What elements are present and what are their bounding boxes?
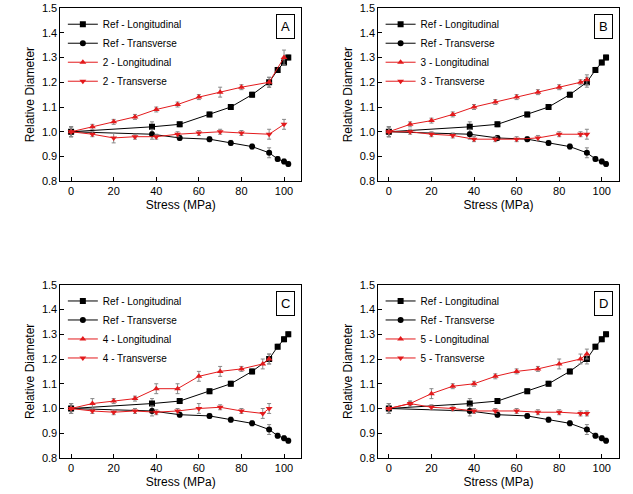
svg-text:1.1: 1.1 bbox=[42, 378, 57, 390]
svg-text:80: 80 bbox=[553, 462, 565, 474]
svg-text:Ref - Longitudinal: Ref - Longitudinal bbox=[421, 19, 499, 30]
svg-text:0.8: 0.8 bbox=[42, 452, 57, 464]
svg-text:100: 100 bbox=[593, 185, 611, 197]
svg-text:1.1: 1.1 bbox=[360, 101, 375, 113]
svg-text:Ref - Transverse: Ref - Transverse bbox=[421, 38, 495, 49]
svg-text:5 - Transverse: 5 - Transverse bbox=[421, 353, 485, 364]
svg-text:Ref - Longitudinal: Ref - Longitudinal bbox=[421, 296, 499, 307]
svg-text:Ref - Transverse: Ref - Transverse bbox=[103, 38, 177, 49]
svg-text:0.9: 0.9 bbox=[42, 427, 57, 439]
svg-text:100: 100 bbox=[593, 462, 611, 474]
svg-text:Relative Diameter: Relative Diameter bbox=[23, 324, 37, 419]
svg-text:1.2: 1.2 bbox=[360, 76, 375, 88]
svg-text:Ref - Transverse: Ref - Transverse bbox=[103, 315, 177, 326]
svg-text:Stress (MPa): Stress (MPa) bbox=[146, 475, 216, 489]
svg-text:1.5: 1.5 bbox=[360, 2, 375, 14]
svg-text:60: 60 bbox=[193, 185, 205, 197]
svg-text:60: 60 bbox=[193, 462, 205, 474]
svg-text:5 - Longitudinal: 5 - Longitudinal bbox=[421, 334, 489, 345]
svg-text:1.2: 1.2 bbox=[360, 353, 375, 365]
svg-text:0.9: 0.9 bbox=[360, 150, 375, 162]
svg-text:1.4: 1.4 bbox=[360, 303, 375, 315]
svg-text:100: 100 bbox=[275, 185, 293, 197]
svg-text:0: 0 bbox=[386, 462, 392, 474]
svg-text:1.3: 1.3 bbox=[42, 51, 57, 63]
svg-text:40: 40 bbox=[468, 462, 480, 474]
svg-text:Ref - Longitudinal: Ref - Longitudinal bbox=[103, 19, 181, 30]
svg-text:0.8: 0.8 bbox=[42, 175, 57, 187]
svg-text:0.9: 0.9 bbox=[360, 427, 375, 439]
svg-text:Relative Diameter: Relative Diameter bbox=[341, 47, 355, 142]
svg-text:1.4: 1.4 bbox=[42, 27, 57, 39]
svg-text:Ref - Longitudinal: Ref - Longitudinal bbox=[103, 296, 181, 307]
svg-text:A: A bbox=[281, 19, 290, 34]
svg-text:100: 100 bbox=[275, 462, 293, 474]
svg-text:0: 0 bbox=[68, 462, 74, 474]
svg-text:Relative Diameter: Relative Diameter bbox=[23, 47, 37, 142]
svg-text:0: 0 bbox=[386, 185, 392, 197]
svg-text:Stress (MPa): Stress (MPa) bbox=[464, 198, 534, 212]
svg-text:0.8: 0.8 bbox=[360, 452, 375, 464]
svg-text:1.2: 1.2 bbox=[42, 353, 57, 365]
svg-text:60: 60 bbox=[510, 185, 522, 197]
svg-text:1.1: 1.1 bbox=[360, 378, 375, 390]
svg-text:20: 20 bbox=[108, 185, 120, 197]
svg-text:1.5: 1.5 bbox=[42, 2, 57, 14]
svg-text:C: C bbox=[281, 296, 290, 311]
svg-text:1.5: 1.5 bbox=[360, 279, 375, 291]
svg-text:Stress (MPa): Stress (MPa) bbox=[464, 475, 534, 489]
svg-text:1.2: 1.2 bbox=[42, 76, 57, 88]
svg-text:1.0: 1.0 bbox=[360, 126, 375, 138]
svg-text:80: 80 bbox=[553, 185, 565, 197]
svg-text:Stress (MPa): Stress (MPa) bbox=[146, 198, 216, 212]
svg-text:1.0: 1.0 bbox=[360, 402, 375, 414]
svg-text:Relative Diameter: Relative Diameter bbox=[341, 324, 355, 419]
svg-text:3 - Longitudinal: 3 - Longitudinal bbox=[421, 57, 489, 68]
svg-text:3 - Transverse: 3 - Transverse bbox=[421, 76, 485, 87]
svg-text:2 - Transverse: 2 - Transverse bbox=[103, 76, 167, 87]
svg-text:20: 20 bbox=[425, 462, 437, 474]
svg-text:80: 80 bbox=[235, 462, 247, 474]
svg-text:0: 0 bbox=[68, 185, 74, 197]
svg-text:D: D bbox=[599, 296, 608, 311]
svg-text:20: 20 bbox=[425, 185, 437, 197]
svg-text:1.3: 1.3 bbox=[360, 51, 375, 63]
svg-text:1.5: 1.5 bbox=[42, 279, 57, 291]
svg-text:60: 60 bbox=[510, 462, 522, 474]
svg-text:1.4: 1.4 bbox=[42, 303, 57, 315]
svg-text:40: 40 bbox=[150, 462, 162, 474]
svg-text:0.9: 0.9 bbox=[42, 150, 57, 162]
svg-text:40: 40 bbox=[468, 185, 480, 197]
svg-text:4 - Longitudinal: 4 - Longitudinal bbox=[103, 334, 171, 345]
svg-text:20: 20 bbox=[108, 462, 120, 474]
svg-text:B: B bbox=[599, 19, 608, 34]
svg-text:1.1: 1.1 bbox=[42, 101, 57, 113]
svg-text:4 - Transverse: 4 - Transverse bbox=[103, 353, 167, 364]
svg-text:80: 80 bbox=[235, 185, 247, 197]
svg-text:1.0: 1.0 bbox=[42, 402, 57, 414]
svg-text:40: 40 bbox=[150, 185, 162, 197]
svg-text:Ref - Transverse: Ref - Transverse bbox=[421, 315, 495, 326]
svg-text:1.4: 1.4 bbox=[360, 27, 375, 39]
svg-text:1.0: 1.0 bbox=[42, 126, 57, 138]
svg-text:1.3: 1.3 bbox=[360, 328, 375, 340]
svg-text:1.3: 1.3 bbox=[42, 328, 57, 340]
svg-text:0.8: 0.8 bbox=[360, 175, 375, 187]
svg-text:2 - Longitudinal: 2 - Longitudinal bbox=[103, 57, 171, 68]
